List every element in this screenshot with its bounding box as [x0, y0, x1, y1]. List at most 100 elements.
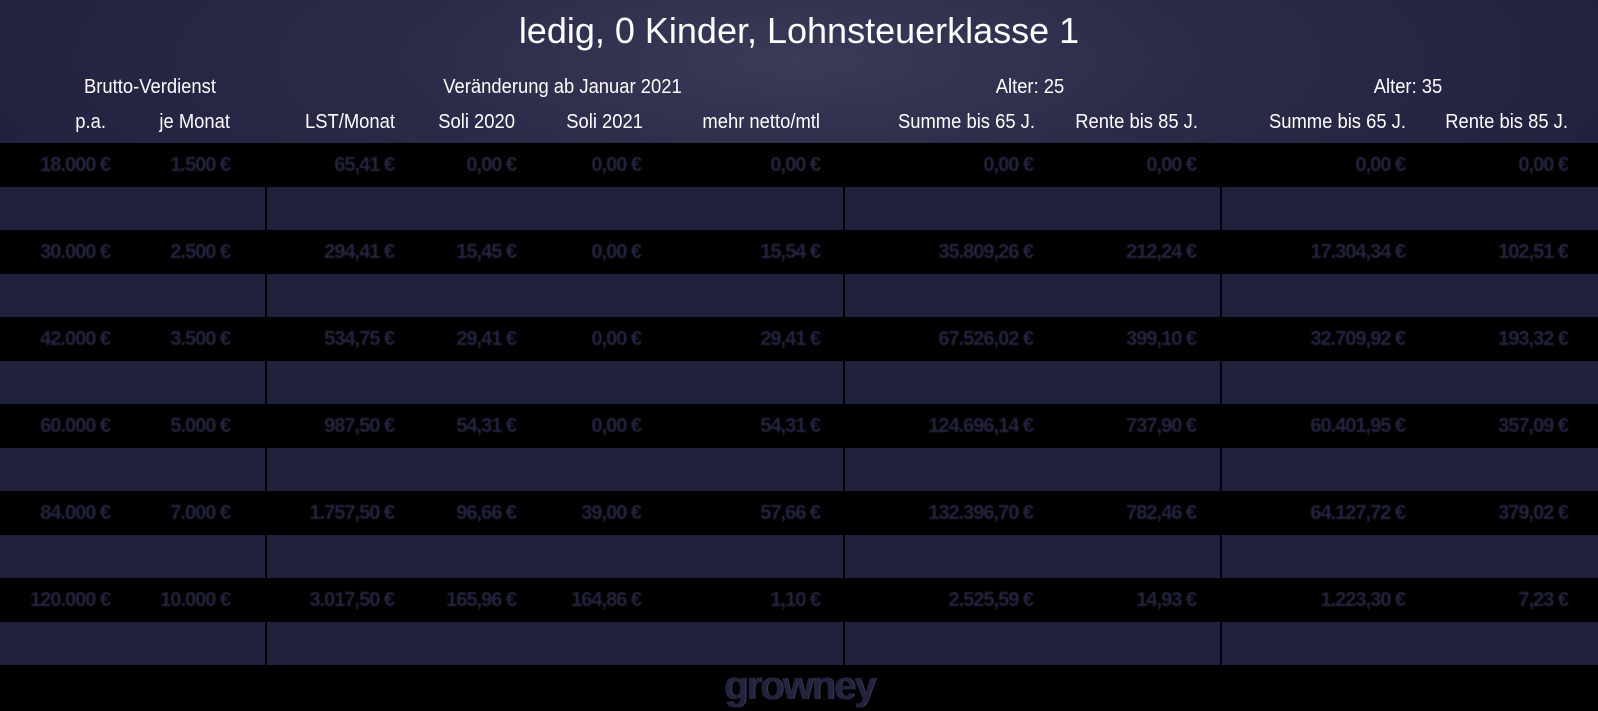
- column-header-soli-2021: Soli 2021: [566, 111, 643, 133]
- cell-je-monat: 1.500 €: [170, 154, 231, 176]
- cell-pa: 84.000 €: [40, 502, 111, 524]
- cell-soli-2020: 15,45 €: [456, 241, 517, 263]
- divider: [265, 448, 267, 491]
- column-header-rente-35: Rente bis 85 J.: [1445, 111, 1568, 133]
- cell-je-monat: 7.000 €: [170, 502, 231, 524]
- cell-mehr-netto: 54,31 €: [760, 415, 821, 437]
- cell-summe-25: 35.809,26 €: [938, 241, 1034, 263]
- cell-lst-monat: 534,75 €: [324, 328, 395, 350]
- cell-lst-monat: 3.017,50 €: [309, 589, 395, 611]
- group-header-brutto: Brutto-Verdienst: [84, 76, 216, 98]
- table-row: 42.000 € 3.500 € 534,75 € 29,41 € 0,00 €…: [0, 317, 1598, 361]
- cell-lst-monat: 294,41 €: [324, 241, 395, 263]
- cell-mehr-netto: 15,54 €: [760, 241, 821, 263]
- cell-soli-2020: 96,66 €: [456, 502, 517, 524]
- separator-row: [0, 448, 1598, 491]
- column-header-lst-monat: LST/Monat: [304, 111, 395, 133]
- cell-summe-25: 132.396,70 €: [928, 502, 1034, 524]
- cell-summe-35: 0,00 €: [1355, 154, 1406, 176]
- cell-summe-35: 1.223,30 €: [1320, 589, 1406, 611]
- cell-soli-2021: 0,00 €: [591, 154, 642, 176]
- divider: [843, 187, 845, 230]
- cell-rente-35: 193,32 €: [1498, 328, 1569, 350]
- cell-rente-25: 212,24 €: [1126, 241, 1197, 263]
- divider: [265, 535, 267, 578]
- cell-summe-25: 67.526,02 €: [938, 328, 1034, 350]
- column-header-soli-2020: Soli 2020: [438, 111, 515, 133]
- cell-rente-25: 737,90 €: [1126, 415, 1197, 437]
- divider: [265, 274, 267, 317]
- cell-pa: 60.000 €: [40, 415, 111, 437]
- cell-summe-25: 124.696,14 €: [928, 415, 1034, 437]
- divider: [843, 535, 845, 578]
- divider: [1220, 622, 1222, 665]
- cell-soli-2020: 54,31 €: [456, 415, 517, 437]
- cell-je-monat: 5.000 €: [170, 415, 231, 437]
- divider: [1220, 274, 1222, 317]
- cell-je-monat: 3.500 €: [170, 328, 231, 350]
- column-header-mehr-netto: mehr netto/mtl: [702, 111, 820, 133]
- cell-mehr-netto: 0,00 €: [770, 154, 821, 176]
- cell-lst-monat: 987,50 €: [324, 415, 395, 437]
- separator-row: [0, 274, 1598, 317]
- divider: [843, 361, 845, 404]
- cell-mehr-netto: 57,66 €: [760, 502, 821, 524]
- cell-soli-2021: 0,00 €: [591, 328, 642, 350]
- divider: [843, 448, 845, 491]
- cell-rente-25: 14,93 €: [1136, 589, 1197, 611]
- cell-summe-25: 0,00 €: [983, 154, 1034, 176]
- cell-summe-25: 2.525,59 €: [948, 589, 1034, 611]
- separator-row: [0, 361, 1598, 404]
- page-title: ledig, 0 Kinder, Lohnsteuerklasse 1: [518, 10, 1080, 51]
- cell-rente-35: 102,51 €: [1498, 241, 1569, 263]
- divider: [1220, 448, 1222, 491]
- divider: [265, 187, 267, 230]
- table-row: 120.000 € 10.000 € 3.017,50 € 165,96 € 1…: [0, 578, 1598, 622]
- cell-mehr-netto: 1,10 €: [770, 589, 821, 611]
- cell-soli-2021: 164,86 €: [571, 589, 642, 611]
- cell-soli-2020: 165,96 €: [446, 589, 517, 611]
- cell-pa: 30.000 €: [40, 241, 111, 263]
- cell-je-monat: 10.000 €: [160, 589, 231, 611]
- cell-summe-35: 17.304,34 €: [1310, 241, 1406, 263]
- cell-summe-35: 32.709,92 €: [1310, 328, 1406, 350]
- cell-rente-25: 782,46 €: [1126, 502, 1197, 524]
- cell-soli-2021: 0,00 €: [591, 241, 642, 263]
- cell-rente-25: 399,10 €: [1126, 328, 1197, 350]
- separator-row: [0, 535, 1598, 578]
- cell-lst-monat: 1.757,50 €: [309, 502, 395, 524]
- cell-soli-2020: 29,41 €: [456, 328, 517, 350]
- cell-rente-35: 0,00 €: [1518, 154, 1569, 176]
- cell-rente-35: 7,23 €: [1518, 589, 1569, 611]
- column-header-je-monat: je Monat: [159, 111, 230, 133]
- divider: [843, 622, 845, 665]
- divider: [265, 622, 267, 665]
- data-table: 18.000 € 1.500 € 65,41 € 0,00 € 0,00 € 0…: [0, 143, 1598, 665]
- divider: [1220, 187, 1222, 230]
- table-row: 30.000 € 2.500 € 294,41 € 15,45 € 0,00 €…: [0, 230, 1598, 274]
- table-row: 60.000 € 5.000 € 987,50 € 54,31 € 0,00 €…: [0, 404, 1598, 448]
- table-header: ledig, 0 Kinder, Lohnsteuerklasse 1 Brut…: [0, 0, 1598, 143]
- cell-lst-monat: 65,41 €: [334, 154, 395, 176]
- growney-logo: growney: [723, 664, 876, 708]
- column-header-summe-35: Summe bis 65 J.: [1268, 111, 1406, 133]
- divider: [1220, 361, 1222, 404]
- cell-soli-2021: 0,00 €: [591, 415, 642, 437]
- cell-pa: 42.000 €: [40, 328, 111, 350]
- cell-pa: 120.000 €: [30, 589, 111, 611]
- divider: [843, 274, 845, 317]
- cell-rente-25: 0,00 €: [1146, 154, 1197, 176]
- cell-summe-35: 60.401,95 €: [1310, 415, 1406, 437]
- cell-rente-35: 357,09 €: [1498, 415, 1569, 437]
- separator-row: [0, 622, 1598, 665]
- column-header-summe-25: Summe bis 65 J.: [897, 111, 1035, 133]
- group-header-alter-35: Alter: 35: [1373, 76, 1443, 98]
- cell-rente-35: 379,02 €: [1498, 502, 1569, 524]
- table-row: 18.000 € 1.500 € 65,41 € 0,00 € 0,00 € 0…: [0, 143, 1598, 187]
- table-row: 84.000 € 7.000 € 1.757,50 € 96,66 € 39,0…: [0, 491, 1598, 535]
- cell-summe-35: 64.127,72 €: [1310, 502, 1406, 524]
- cell-soli-2021: 39,00 €: [581, 502, 642, 524]
- group-header-alter-25: Alter: 25: [995, 76, 1065, 98]
- cell-pa: 18.000 €: [40, 154, 111, 176]
- cell-soli-2020: 0,00 €: [466, 154, 517, 176]
